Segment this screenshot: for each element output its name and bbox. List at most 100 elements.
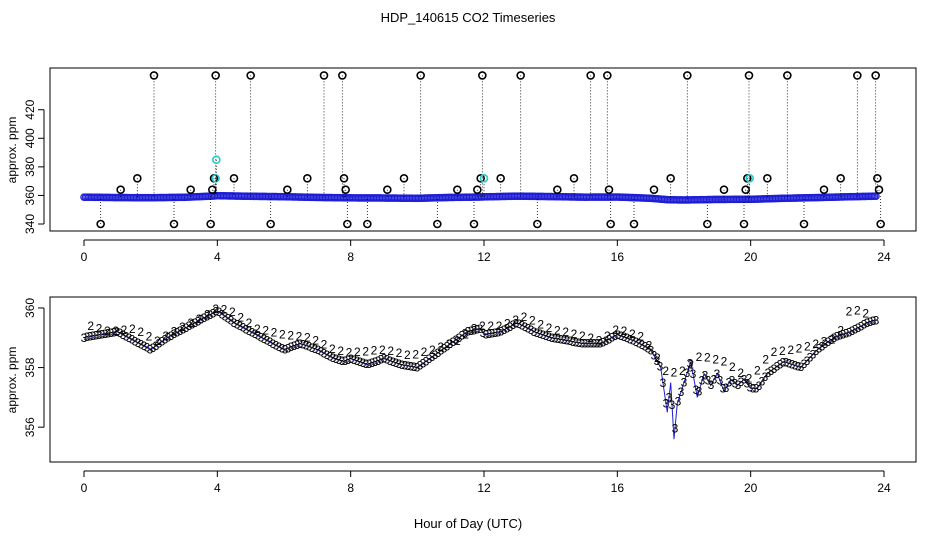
data-point: 2 (637, 330, 644, 344)
data-point: 2 (754, 364, 761, 378)
data-point (283, 185, 292, 195)
data-point: 3 (429, 350, 436, 364)
data-point: 2 (671, 365, 678, 379)
data-point: 3 (348, 352, 355, 366)
data-point: 3 (264, 334, 271, 348)
data-point: 3 (702, 368, 709, 382)
data-point: 3 (549, 331, 556, 345)
data-point: 2 (212, 302, 219, 316)
data-point: 3 (651, 349, 658, 363)
data-point: 3 (663, 396, 670, 410)
data-point: 3 (336, 353, 343, 367)
x-tick-label: 20 (744, 250, 758, 264)
data-point: 2 (154, 334, 161, 348)
data-point: 3 (780, 355, 787, 369)
data-point: 3 (99, 328, 106, 342)
data-point: 2 (104, 324, 111, 338)
data-point (739, 219, 749, 229)
data-point: 3 (147, 342, 154, 356)
data-point: 3 (411, 360, 418, 374)
x-tick-label: 20 (744, 481, 758, 495)
data-point: 2 (546, 321, 553, 335)
data-point: 2 (137, 325, 144, 339)
data-point: 3 (498, 325, 505, 339)
data-point (873, 173, 882, 183)
data-point: 3 (249, 326, 256, 340)
data-point: 3 (813, 344, 820, 358)
panel-bottom-x-axis: 0 4 8 12 16 20 24 (81, 470, 891, 495)
series-2 (211, 155, 754, 200)
data-point: 3 (585, 337, 592, 351)
data-point: 3 (318, 345, 325, 359)
data-point: 3 (711, 373, 718, 387)
y-tick-label: 380 (23, 157, 37, 177)
data-point: 2 (371, 344, 378, 358)
data-point: 3 (285, 341, 292, 355)
data-point (853, 71, 862, 80)
data-point: 2 (121, 323, 128, 337)
data-point (871, 71, 880, 80)
data-point: 3 (396, 357, 403, 371)
data-point: 2 (496, 319, 503, 333)
x-axis-title: Hour of Day (UTC) (414, 516, 522, 531)
data-point: 3 (819, 339, 826, 353)
data-point: 3 (330, 351, 337, 365)
data-point: 2 (354, 345, 361, 359)
data-point (469, 219, 479, 229)
data-point: 3 (477, 322, 484, 336)
panel-top-frame (49, 67, 917, 232)
y-tick-label: 360 (23, 185, 37, 205)
data-point: 3 (312, 342, 319, 356)
data-point: 3 (417, 359, 424, 373)
data-point: 2 (271, 326, 278, 340)
data-point: 3 (408, 359, 415, 373)
x-tick-label: 12 (477, 250, 491, 264)
data-point (363, 219, 372, 229)
data-point: 3 (525, 322, 532, 336)
data-point (763, 173, 772, 183)
data-point: 2 (687, 358, 694, 372)
data-point: 3 (324, 348, 331, 362)
data-point: 3 (438, 344, 445, 358)
data-point: 2 (679, 364, 686, 378)
x-tick-label: 8 (347, 481, 354, 495)
y-tick-label: 340 (23, 214, 37, 234)
data-point (433, 219, 442, 229)
data-point: 3 (177, 324, 184, 338)
panel-top: 0 4 8 12 16 20 24 340 360 380 400 420 approx. ppm (5, 67, 917, 264)
data-point: 3 (870, 314, 877, 328)
data-point: 3 (357, 355, 364, 369)
series-line (83, 310, 878, 440)
data-point: 3 (114, 325, 121, 339)
data-point: 3 (648, 343, 655, 357)
data-point: 2 (471, 321, 478, 335)
data-point: 3 (225, 312, 232, 326)
data-point: 2 (379, 343, 386, 357)
data-point: 3 (102, 327, 109, 341)
data-point: 3 (510, 318, 517, 332)
data-point: 3 (564, 334, 571, 348)
data-point: 3 (714, 367, 721, 381)
data-point: 3 (759, 374, 766, 388)
data-point: 2 (537, 317, 544, 331)
data-point: 3 (273, 338, 280, 352)
data-point (246, 71, 255, 80)
data-point: 3 (87, 330, 94, 344)
data-point: 3 (783, 355, 790, 369)
data-point: 3 (234, 317, 241, 331)
data-point: 3 (390, 355, 397, 369)
data-point (303, 173, 312, 183)
data-point: 3 (507, 320, 514, 334)
data-point: 3 (489, 326, 496, 340)
data-point: 3 (588, 337, 595, 351)
data-point: 3 (708, 378, 715, 392)
data-point: 3 (633, 335, 640, 349)
data-point: 3 (309, 341, 316, 355)
data-point: 3 (537, 327, 544, 341)
data-point: 3 (552, 332, 559, 346)
data-point: 2 (571, 327, 578, 341)
data-point: 3 (840, 328, 847, 342)
data-point: 2 (654, 351, 661, 365)
data-point: 3 (750, 381, 757, 395)
data-point: 3 (801, 357, 808, 371)
